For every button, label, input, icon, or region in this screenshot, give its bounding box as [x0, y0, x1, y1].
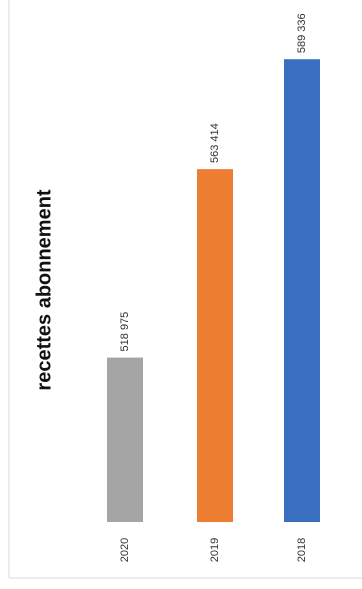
data-label: 589 336: [296, 13, 308, 53]
x-tick-label: 2018: [296, 538, 308, 562]
data-label: 518 975: [119, 312, 131, 352]
chart-title: recettes abonnement: [33, 189, 55, 391]
x-tick-label: 2019: [209, 538, 221, 562]
bar: [284, 59, 320, 522]
bar: [107, 357, 143, 522]
bar: [197, 169, 233, 523]
data-label: 563 414: [209, 123, 221, 163]
x-tick-label: 2020: [119, 538, 131, 562]
